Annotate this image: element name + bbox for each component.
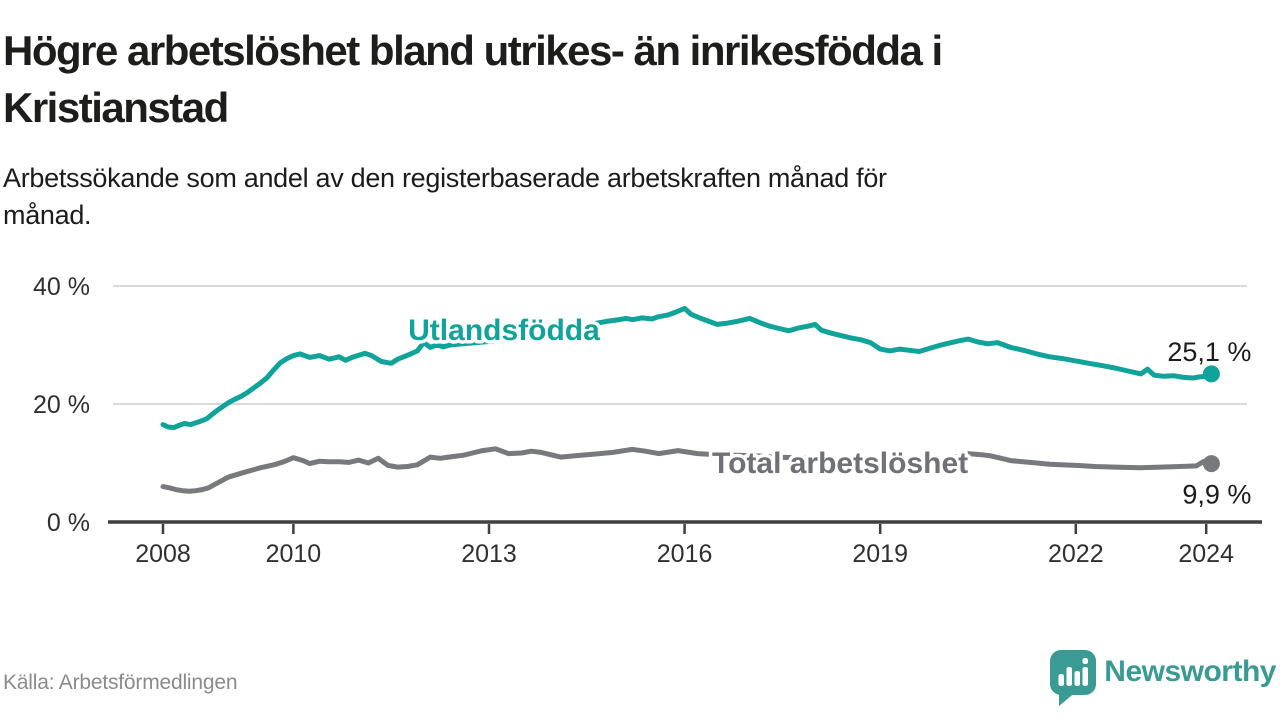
series-end-dot-total (1202, 455, 1220, 473)
series-label-total: Total arbetslöshet (712, 447, 968, 480)
source-note: Källa: Arbetsförmedlingen (3, 671, 238, 694)
page-subtitle: Arbetssökande som andel av den registerb… (3, 160, 1273, 234)
brand-name: Newsworthy (1104, 655, 1276, 688)
series-line-utlandsfodda (160, 305, 1214, 431)
y-axis-label-40: 40 % (33, 273, 90, 301)
series-end-value-utlandsfodda: 25,1 % (1167, 337, 1251, 367)
y-axis-label-20: 20 % (33, 391, 90, 419)
newsworthy-icon (1050, 650, 1097, 706)
series-end-value-total: 9,9 % (1182, 480, 1251, 510)
x-axis-label-2008: 2008 (135, 540, 191, 568)
unemployment-line-chart: 0 % 20 % 40 % 2008 2010 2013 2016 2019 2022 2024 U… (33, 273, 1262, 568)
series-line-total (160, 446, 1214, 494)
page-subtitle-line-1: Arbetssökande som andel av den registerb… (3, 163, 887, 193)
x-axis-label-2016: 2016 (657, 540, 713, 568)
series-label-utlandsfodda: Utlandsfödda (408, 314, 600, 347)
x-axis-label-2019: 2019 (852, 540, 908, 568)
x-axis-label-2022: 2022 (1048, 540, 1104, 568)
brand-logo: Newsworthy (1050, 648, 1276, 710)
page-subtitle-line-2: månad. (3, 200, 92, 230)
y-axis-label-0: 0 % (47, 509, 90, 537)
page-title-line-1: Högre arbetslöshet bland utrikes- än inr… (3, 27, 943, 74)
page-title-line-2: Kristianstad (3, 84, 229, 131)
x-axis-label-2024: 2024 (1178, 540, 1234, 568)
page-title: Högre arbetslöshet bland utrikes- än inr… (3, 22, 1273, 136)
series-end-dot-utlandsfodda (1202, 365, 1220, 383)
x-axis-label-2010: 2010 (266, 540, 322, 568)
x-axis-label-2013: 2013 (461, 540, 517, 568)
